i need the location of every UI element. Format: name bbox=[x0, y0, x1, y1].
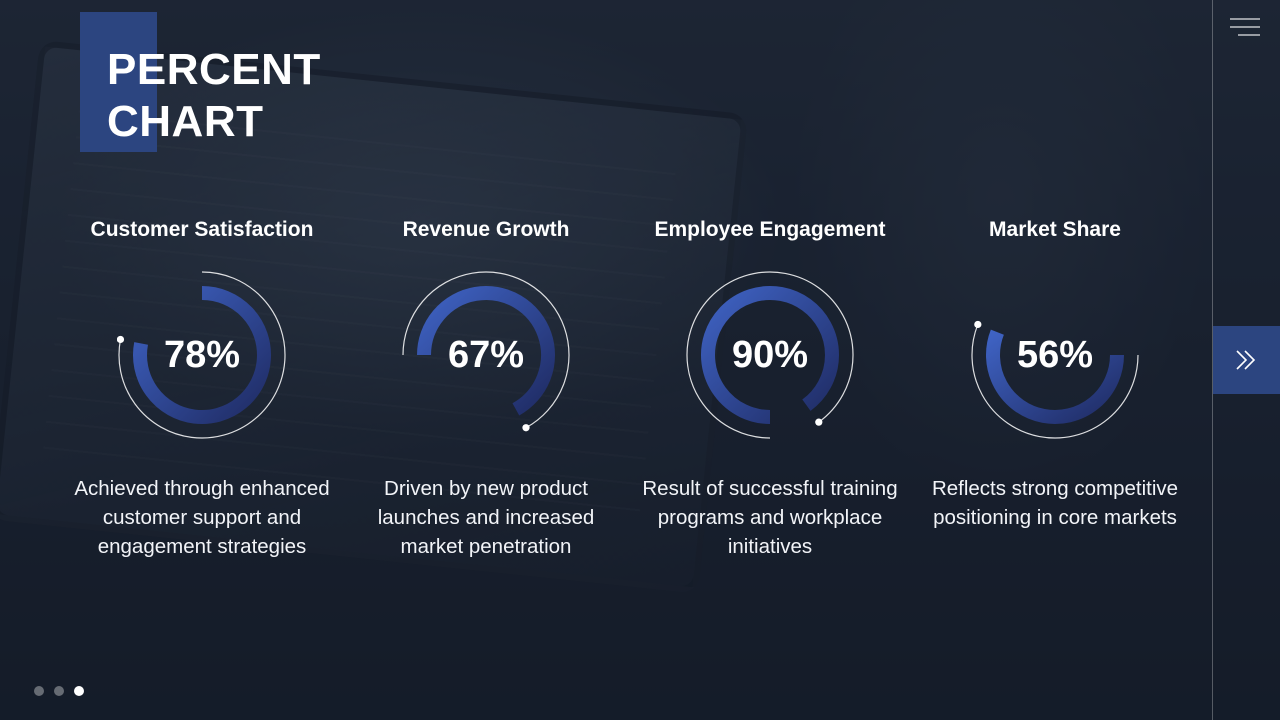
metric-revenue-growth: Revenue Growth 67% Driven by new product… bbox=[356, 210, 616, 610]
next-slide-button[interactable] bbox=[1213, 326, 1280, 394]
percent-metrics: Customer Satisfaction 78% Achieved throu… bbox=[60, 210, 1200, 610]
gauge-end-marker bbox=[974, 320, 982, 329]
gauge-outline-arc bbox=[118, 271, 286, 439]
slide-title: PERCENT CHART bbox=[107, 45, 321, 146]
gauge-outline-arc bbox=[402, 271, 570, 429]
pagination-dot-active[interactable] bbox=[74, 686, 84, 696]
metric-title: Market Share bbox=[989, 218, 1121, 241]
metric-title: Employee Engagement bbox=[654, 218, 886, 241]
metric-description: Driven by new product launches and incre… bbox=[377, 477, 595, 558]
metric-description: Reflects strong competitive positioning … bbox=[931, 477, 1179, 529]
percent-value-label: 78% bbox=[163, 334, 241, 376]
metric-market-share: Market Share 56% Reflects strong competi… bbox=[925, 210, 1185, 610]
pagination-dot[interactable] bbox=[54, 686, 64, 696]
metric-description: Result of successful training programs a… bbox=[642, 477, 898, 558]
gauge-outline-arc bbox=[971, 324, 1139, 439]
gauge-end-marker bbox=[117, 335, 125, 344]
gauge-end-marker bbox=[815, 418, 823, 426]
pagination-dot[interactable] bbox=[34, 686, 44, 696]
metric-employee-engagement: Employee Engagement 90% Result of succes… bbox=[640, 210, 900, 610]
gauge-progress-arc bbox=[133, 286, 271, 424]
percent-value-label: 67% bbox=[447, 334, 525, 376]
metric-customer-satisfaction: Customer Satisfaction 78% Achieved throu… bbox=[72, 210, 332, 610]
gauge-progress-arc bbox=[986, 329, 1124, 424]
hamburger-menu-icon-line bbox=[1238, 34, 1260, 36]
gauge-end-marker bbox=[522, 424, 530, 432]
title-accent-block bbox=[80, 12, 157, 152]
percent-value-label: 56% bbox=[1016, 334, 1094, 376]
percent-gauge bbox=[971, 320, 1139, 439]
hamburger-menu-icon bbox=[1230, 18, 1260, 20]
right-rail-divider bbox=[1212, 0, 1213, 720]
double-chevron-right-icon bbox=[1235, 350, 1255, 370]
percent-gauge bbox=[117, 271, 286, 439]
menu-button[interactable] bbox=[1226, 12, 1266, 42]
metric-description: Achieved through enhanced customer suppo… bbox=[74, 477, 330, 558]
gauge-outline-arc bbox=[686, 271, 854, 439]
metric-title: Customer Satisfaction bbox=[90, 218, 314, 241]
percent-gauge bbox=[402, 271, 570, 432]
metric-title: Revenue Growth bbox=[402, 218, 570, 241]
gauge-progress-arc bbox=[701, 286, 839, 424]
percent-gauge bbox=[686, 271, 854, 439]
hamburger-menu-icon-line bbox=[1230, 26, 1260, 28]
gauge-progress-arc bbox=[417, 286, 555, 416]
percent-value-label: 90% bbox=[731, 334, 809, 376]
